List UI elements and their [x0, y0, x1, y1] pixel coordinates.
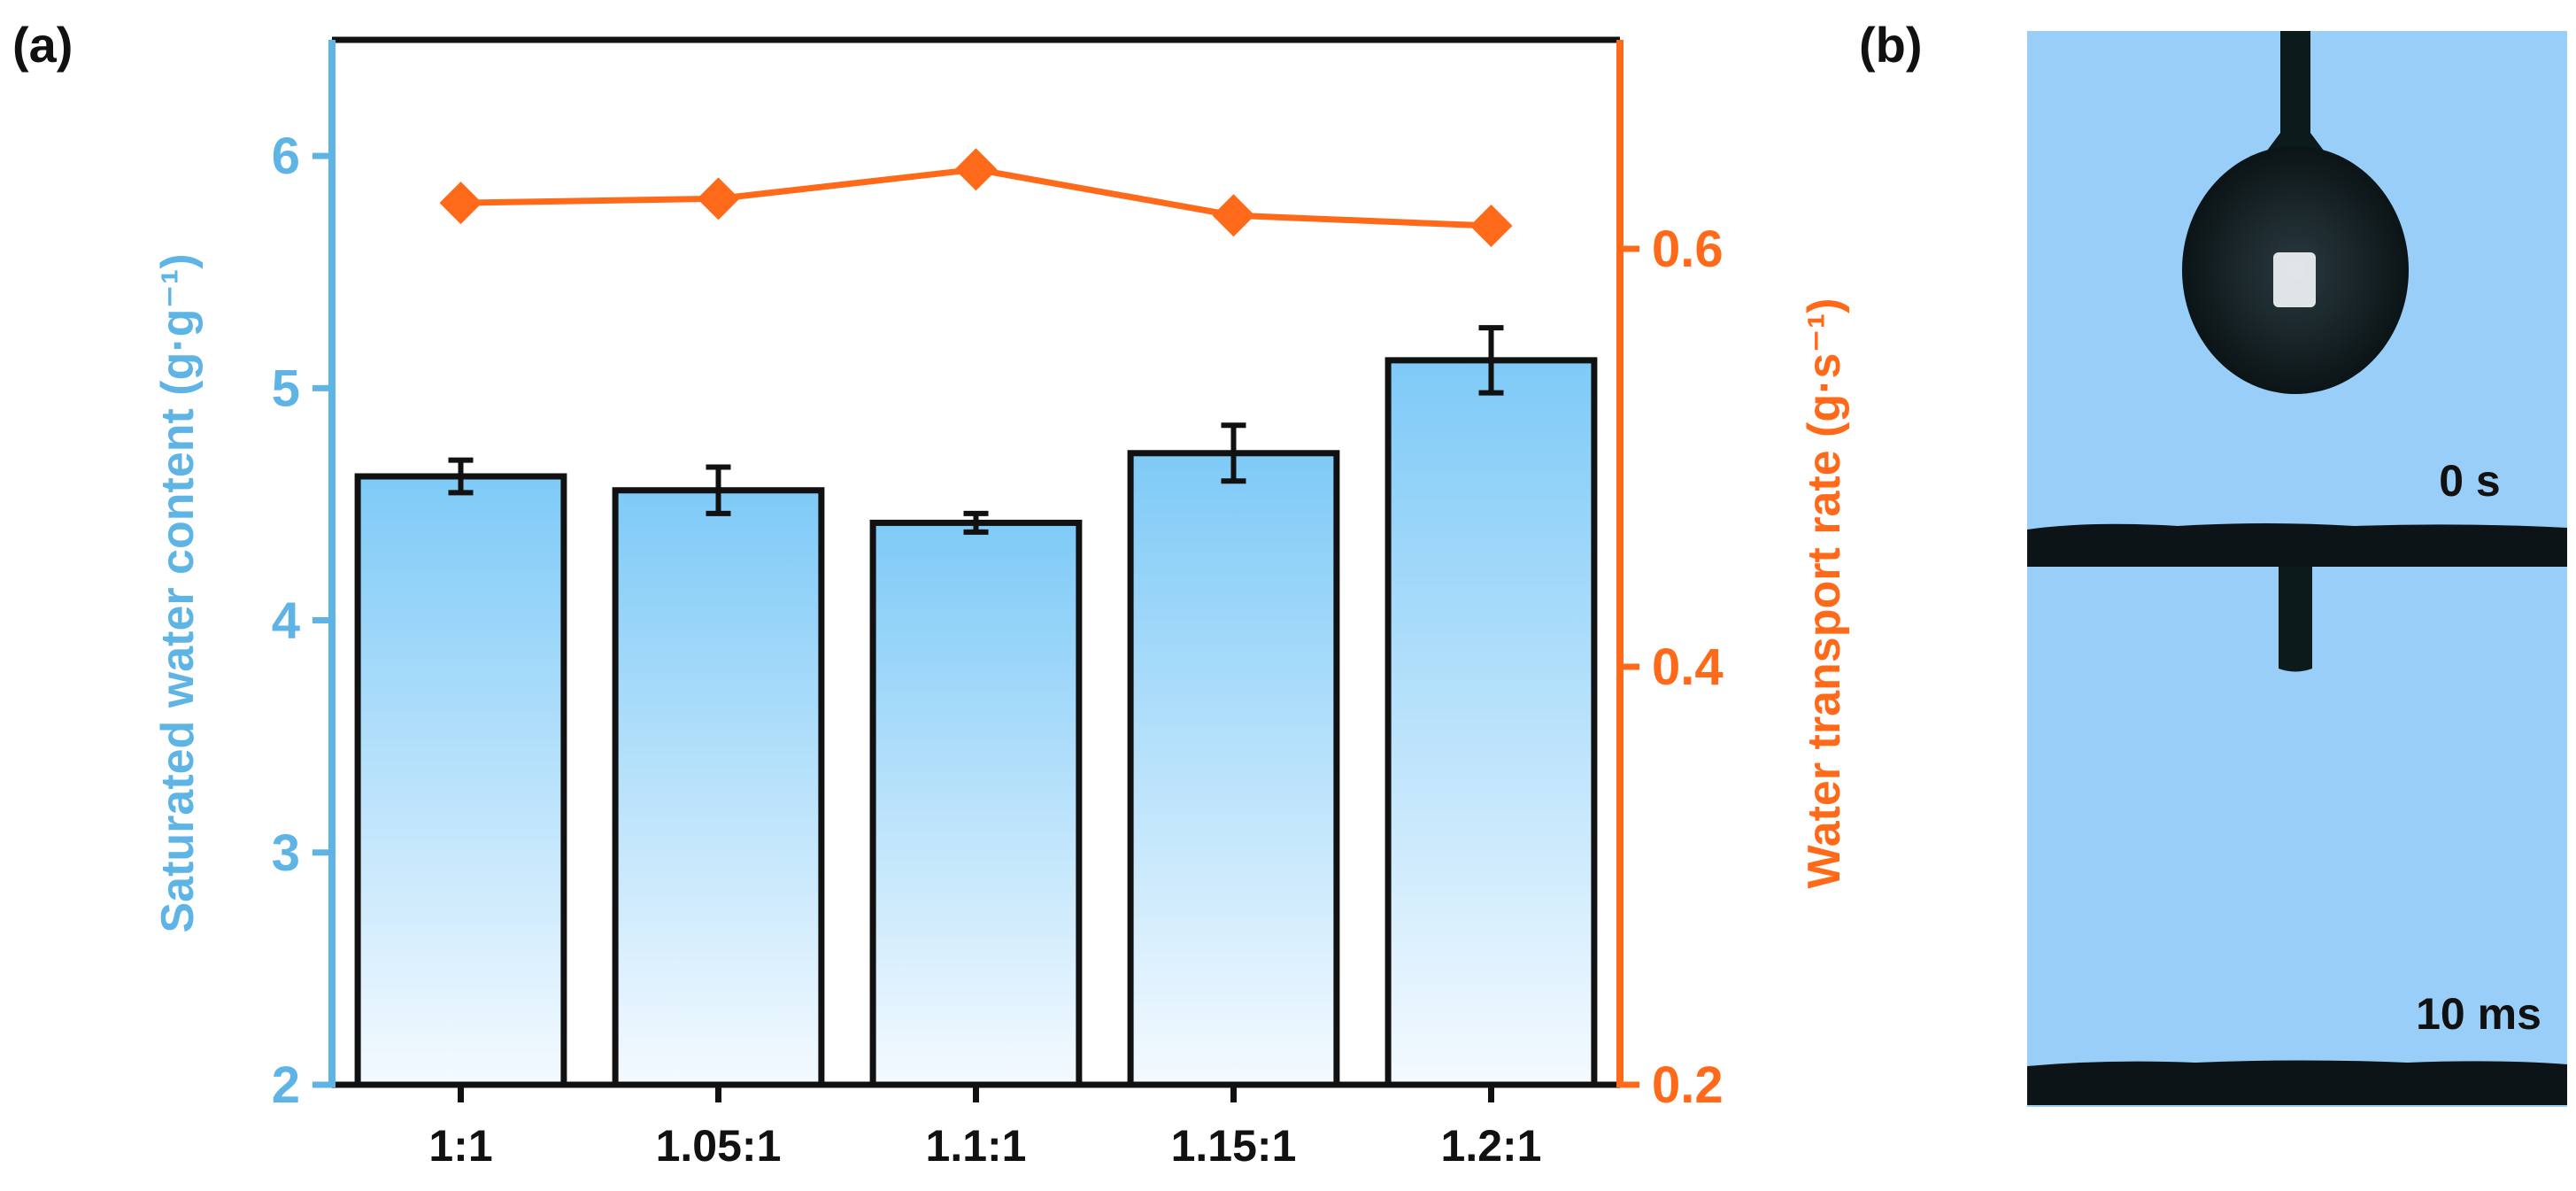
- substrate-top: [2027, 523, 2567, 567]
- line-series-layer: [439, 148, 1513, 248]
- y-left-tick-label: 5: [272, 360, 300, 417]
- y-left-tick-label: 3: [272, 824, 300, 882]
- y-left-tick-label: 2: [272, 1056, 300, 1114]
- y-left-tick-label: 4: [272, 592, 300, 650]
- error-bars-layer: [448, 325, 1504, 535]
- x-tick-label: 1.2:1: [1441, 1121, 1542, 1171]
- bars-layer: [354, 357, 1598, 1088]
- dual-axis-chart: 2 3 4 5 6 0.2 0.4 0.6 1:1 1.05:1 1.1:1 1.15:1 1.2:1: [272, 36, 1724, 1171]
- bar: [1384, 357, 1598, 1088]
- droplet-highlight: [2273, 252, 2316, 307]
- time-label-10ms: 10 ms: [2416, 989, 2541, 1039]
- x-tick-label: 1.15:1: [1171, 1121, 1297, 1171]
- line-point-marker: [439, 182, 482, 225]
- y-right-tick-label: 0.4: [1652, 638, 1724, 696]
- bar: [869, 519, 1083, 1088]
- line-point-marker: [1469, 205, 1513, 248]
- line-point-marker: [1212, 194, 1255, 237]
- y-axis-right-label: Water transport rate (g·s⁻¹): [1799, 298, 1850, 889]
- ticks-layer: 2 3 4 5 6 0.2 0.4 0.6 1:1 1.05:1 1.1:1 1.15:1 1.2:1: [272, 128, 1724, 1171]
- error-bar: [1221, 422, 1246, 484]
- bar: [354, 473, 567, 1088]
- y-right-tick-label: 0.6: [1652, 220, 1724, 278]
- y-right-tick-label: 0.2: [1652, 1056, 1724, 1114]
- bar: [612, 487, 825, 1088]
- time-label-0s: 0 s: [2439, 456, 2501, 506]
- line-point-marker: [697, 177, 740, 220]
- panel-b-label: (b): [1859, 17, 1923, 73]
- droplet-photo-panel: 0 s 10 ms: [2027, 31, 2567, 1107]
- y-left-tick-label: 6: [272, 128, 300, 185]
- x-tick-label: 1.1:1: [926, 1121, 1027, 1171]
- error-bar: [963, 510, 989, 535]
- needle-bottom: [2279, 567, 2312, 672]
- error-bar: [1478, 325, 1504, 396]
- x-tick-label: 1:1: [428, 1121, 492, 1171]
- bar: [1127, 450, 1340, 1088]
- substrate-bottom: [2027, 1060, 2567, 1105]
- line-point-marker: [954, 148, 998, 191]
- y-axis-left-label: Saturated water content (g·g⁻¹): [152, 253, 204, 932]
- error-bar: [448, 457, 474, 496]
- x-tick-label: 1.05:1: [656, 1121, 782, 1171]
- panel-a-label: (a): [12, 17, 73, 73]
- needle-top: [2280, 31, 2310, 137]
- error-bar: [706, 464, 731, 516]
